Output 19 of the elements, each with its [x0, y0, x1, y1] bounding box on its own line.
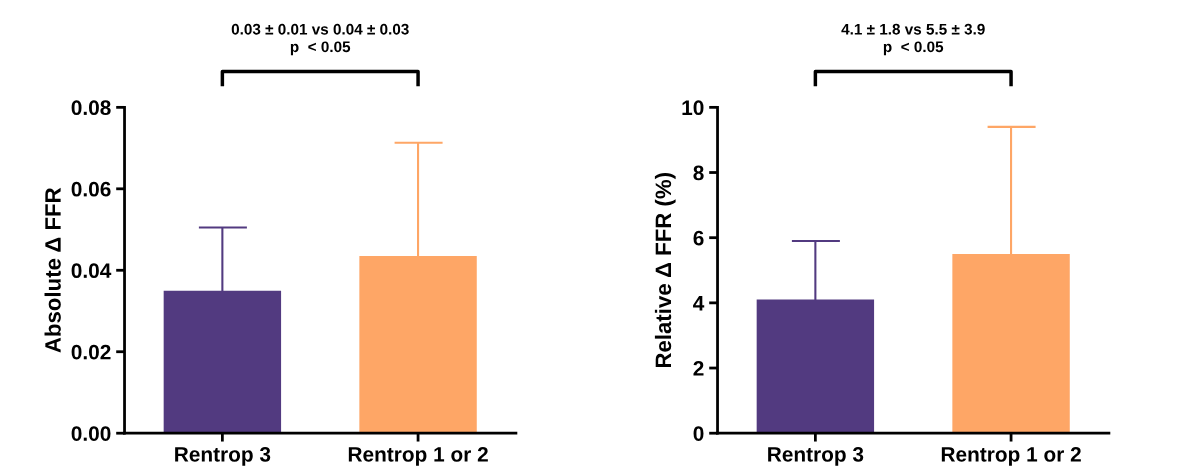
- y-tick-label: 6: [693, 230, 704, 246]
- y-tick-label: 10: [682, 100, 704, 116]
- y-tick-label: 4: [693, 296, 705, 311]
- y-tick-label: 0.04: [71, 263, 112, 279]
- y-tick-label: 0: [693, 426, 704, 441]
- y-axis-title: Absolute Δ FFR: [44, 187, 61, 353]
- x-tick-label: Rentrop 3: [175, 446, 271, 466]
- y-axis-title: Relative Δ FFR (%): [654, 173, 676, 368]
- x-tick-label: Rentrop 1 or 2: [941, 446, 1081, 466]
- x-tick-label: Rentrop 1 or 2: [348, 446, 488, 466]
- text: 0.03 ± 0.01 vs 0.04 ± 0.03 p < 0.05: [231, 23, 409, 56]
- text: 4.1 ± 1.8 vs 5.5 ± 3.9 p < 0.05: [841, 23, 985, 56]
- y-tick-label: 0.02: [71, 344, 111, 360]
- x-tick-label: Rentrop 3: [768, 446, 864, 466]
- y-tick-label: 8: [693, 165, 704, 181]
- y-tick-label: 2: [693, 361, 704, 376]
- y-tick-label: 0.00: [71, 426, 111, 441]
- y-tick-label: 0.08: [71, 100, 111, 116]
- y-tick-label: 0.06: [71, 181, 111, 197]
